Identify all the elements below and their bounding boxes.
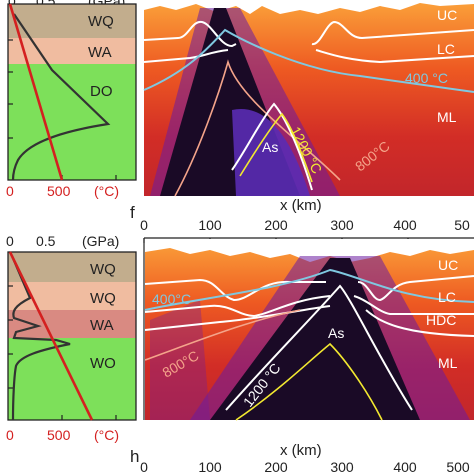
model-top-isotherm-1200-y xyxy=(239,112,313,183)
panel-h-tick-200: 200 xyxy=(264,459,288,474)
g-xunit: (°C) xyxy=(94,427,119,443)
panel-f-axis: f x (km) 0 100 200 300 400 50 xyxy=(130,197,474,420)
model-bottom-label-400: 400°C xyxy=(152,291,191,307)
model-top-isotherm-800 xyxy=(174,59,341,197)
zone-label-wq-g2: WQ xyxy=(90,290,116,307)
e-xunit: (°C) xyxy=(94,183,119,199)
zone-label-wq-e: WQ xyxy=(88,13,114,30)
g-top-tick-0: 0 xyxy=(6,233,14,249)
strength-curve-e xyxy=(11,13,111,181)
zone-wq-g1 xyxy=(8,252,136,282)
zone-wa-e xyxy=(8,38,136,64)
model-bottom-label-ml: ML xyxy=(438,355,458,371)
model-top-as-core xyxy=(232,109,310,196)
model-bottom-asthenosphere xyxy=(210,258,420,420)
model-top-label-as: As xyxy=(262,139,278,155)
model-bottom-as-boundary xyxy=(225,284,413,411)
panel-f-axis-title: x (km) xyxy=(280,197,322,214)
model-bottom-uc-lc xyxy=(144,278,326,302)
zone-label-wo-g: WO xyxy=(90,355,116,372)
panel-h-tick-500: 500 xyxy=(446,459,470,474)
model-bottom-lc-hdc xyxy=(144,295,474,318)
panel-f-tick-100: 100 xyxy=(198,217,222,233)
panel-h-tick-300: 300 xyxy=(330,459,354,474)
model-top-label-lc: LC xyxy=(437,41,455,57)
panel-g-frame xyxy=(7,251,137,421)
model-top-isotherm-1200 xyxy=(231,102,313,191)
panel-h-tick-400: 400 xyxy=(393,459,417,474)
panel-f-tick-300: 300 xyxy=(330,217,354,233)
e-xtick-0: 0 xyxy=(6,183,14,199)
model-bottom-label-as: As xyxy=(328,325,344,341)
model-top-label-uc: UC xyxy=(437,7,457,23)
model-bottom-label-lc: LC xyxy=(438,289,456,305)
zone-wa-g xyxy=(8,310,136,338)
e-xtick-500: 500 xyxy=(47,183,71,199)
model-bottom-isotherm-1200 xyxy=(235,342,383,421)
zone-label-do-e: DO xyxy=(90,83,113,100)
panel-f-tick-400: 400 xyxy=(393,217,417,233)
g-top-tick-mid: 0.5 xyxy=(36,233,56,249)
panel-h-tick-100: 100 xyxy=(198,459,222,474)
model-bottom-topography xyxy=(145,239,474,262)
model-bottom-isotherm-800 xyxy=(144,309,301,361)
model-top-uc-lc-boundary-r xyxy=(311,20,474,46)
model-top-topography xyxy=(144,0,474,14)
panel-h-axis-title: x (km) xyxy=(280,442,322,459)
model-bottom: UC LC HDC ML 400°C 800°C 1200 °C As xyxy=(144,239,474,421)
zone-label-wa-g: WA xyxy=(90,317,114,334)
panel-h-axis: h x (km) 0 100 200 300 400 500 xyxy=(130,442,470,474)
model-bottom-uc-lc-r xyxy=(357,275,474,302)
geotherm-g xyxy=(8,251,94,421)
model-top-lc-ml-boundary xyxy=(143,49,474,64)
zone-label-wa-e: WA xyxy=(88,44,112,61)
model-bottom-label-hdc: HDC xyxy=(426,312,456,328)
panel-f-tick-500: 50 xyxy=(454,217,470,233)
panel-h-tick-0: 0 xyxy=(140,459,148,474)
model-top-label-400: 400 °C xyxy=(405,70,448,86)
zone-label-wq-g1: WQ xyxy=(90,261,116,278)
zone-wq-e xyxy=(8,4,136,38)
strength-curve-g xyxy=(10,255,71,421)
g-xtick-500: 500 xyxy=(47,427,71,443)
zone-do-e xyxy=(8,64,136,180)
model-top: UC LC 400 °C ML 800°C 1200 °C As xyxy=(143,0,474,197)
g-top-unit: (GPa) xyxy=(82,233,119,249)
model-top-isotherm-400 xyxy=(143,28,474,93)
model-top-label-ml: ML xyxy=(437,109,457,125)
panel-f-tick-200: 200 xyxy=(264,217,288,233)
panel-g: 0 0.5 (GPa) WQ WQ WA WO 0 500 (°C) xyxy=(6,233,137,443)
model-bottom-label-uc: UC xyxy=(438,257,458,273)
panel-f-tick-0: 0 xyxy=(140,217,148,233)
g-xtick-0: 0 xyxy=(6,427,14,443)
panel-e-frame xyxy=(7,3,137,181)
model-bottom-hdc-ml xyxy=(144,305,474,337)
model-top-uc-lc-boundary xyxy=(143,20,237,48)
model-bottom-halo-l xyxy=(150,300,210,420)
panel-h-letter: h xyxy=(130,447,139,466)
panel-e: WQ WA DO 0 500 (°C) xyxy=(6,3,137,199)
geotherm-e xyxy=(8,3,64,181)
model-bottom-isotherm-400 xyxy=(144,268,474,311)
panel-f-letter: f xyxy=(130,203,135,222)
